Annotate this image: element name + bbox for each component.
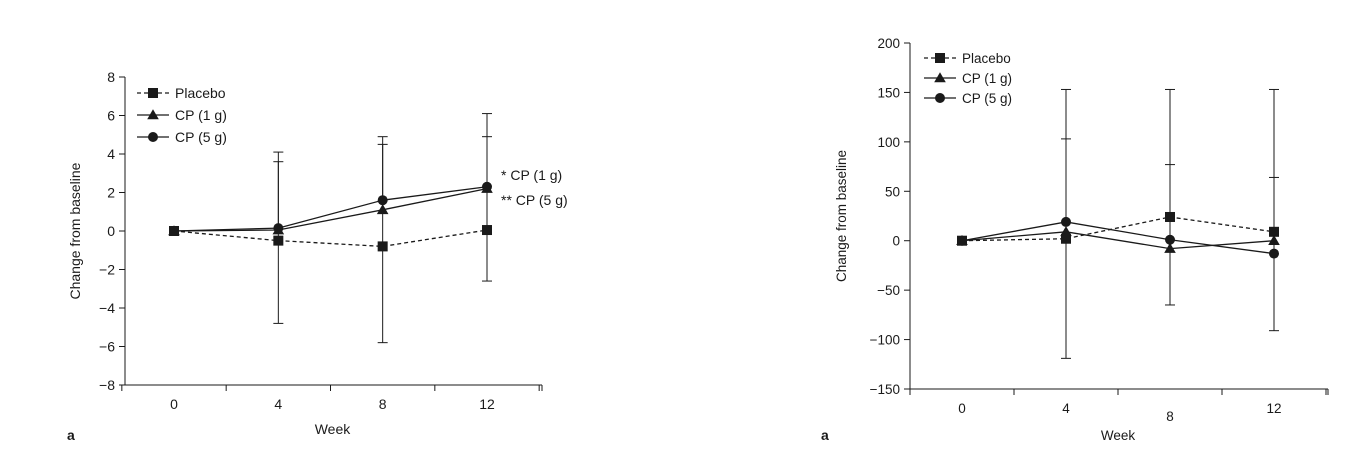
y-tick-label: 100 xyxy=(877,135,900,150)
x-tick-label: 0 xyxy=(958,401,966,416)
legend-label: CP (5 g) xyxy=(175,129,227,145)
series-line-circle xyxy=(961,221,1275,255)
data-point-circle xyxy=(273,223,284,234)
y-tick-label: 2 xyxy=(107,185,115,201)
series-line-triangle xyxy=(173,188,488,232)
data-point-square xyxy=(482,225,492,236)
legend-marker-circle xyxy=(935,93,945,103)
chart-panel-2: −150 −100 −50 0 50 100 150 200 0 4 8 12 Week Change f… xyxy=(821,36,1329,443)
data-point-circle xyxy=(957,235,967,246)
data-point-square xyxy=(1269,226,1279,237)
legend-marker-triangle xyxy=(147,109,159,120)
y-tick-label: 200 xyxy=(877,36,900,51)
x-axis-title: Week xyxy=(315,421,352,437)
y-axis-title: Change from baseline xyxy=(67,162,83,299)
y-tick-label: 50 xyxy=(885,184,900,199)
y-axis-title: Change from baseline xyxy=(834,150,849,282)
y-tick-label: 6 xyxy=(107,108,115,124)
data-point-triangle xyxy=(376,204,389,215)
x-tick-label: 12 xyxy=(479,396,495,412)
legend-marker-triangle xyxy=(934,72,946,83)
x-tick-label: 12 xyxy=(1266,401,1281,416)
y-tick-label: −8 xyxy=(99,377,115,393)
data-point-triangle xyxy=(1164,242,1176,253)
y-tick-label: 8 xyxy=(107,69,115,85)
x-tick-label: 8 xyxy=(379,396,387,412)
x-tick-label: 0 xyxy=(170,396,178,412)
data-point-triangle xyxy=(1060,226,1072,237)
data-point-triangle xyxy=(1268,235,1280,245)
y-tick-label: −2 xyxy=(99,262,115,278)
data-point-circle xyxy=(169,226,179,236)
x-tick-label: 8 xyxy=(1166,409,1174,424)
x-axis-title: Week xyxy=(1101,428,1136,443)
panel-label: a xyxy=(67,427,75,443)
panel-label: a xyxy=(821,427,829,443)
legend-label: CP (1 g) xyxy=(175,107,227,123)
series-line-square xyxy=(173,229,488,248)
legend-label: Placebo xyxy=(175,85,226,101)
significance-annotation: ** CP (5 g) xyxy=(501,192,568,208)
series-line-circle xyxy=(173,186,488,232)
legend-label: CP (1 g) xyxy=(962,71,1012,86)
data-point-circle xyxy=(482,181,492,192)
y-tick-label: 150 xyxy=(877,85,900,100)
y-tick-label: −150 xyxy=(870,382,900,397)
y-tick-label: 4 xyxy=(107,146,115,162)
y-tick-label: −4 xyxy=(99,300,115,316)
data-point-circle xyxy=(1061,216,1071,227)
significance-annotation: * CP (1 g) xyxy=(501,167,562,183)
y-tick-label: −100 xyxy=(870,333,900,348)
legend-marker-circle xyxy=(148,132,158,142)
y-tick-label: −6 xyxy=(99,339,115,355)
data-point-square xyxy=(1165,211,1175,222)
series-line-square xyxy=(961,216,1275,242)
data-point-square xyxy=(1061,233,1071,244)
data-point-square xyxy=(273,235,284,246)
legend-marker-square xyxy=(935,53,945,63)
data-point-circle xyxy=(377,195,388,206)
x-tick-label: 4 xyxy=(274,396,282,412)
chart-panel-1: −8 −6 −4 −2 0 2 4 6 8 0 4 8 12 Week Change from baseli… xyxy=(67,69,568,443)
data-point-square xyxy=(377,241,388,252)
x-tick-label: 4 xyxy=(1062,401,1070,416)
legend-marker-square xyxy=(148,88,158,98)
y-tick-label: −50 xyxy=(877,283,900,298)
series-line-triangle xyxy=(961,231,1275,250)
legend-label: Placebo xyxy=(962,51,1011,66)
data-point-circle xyxy=(1269,248,1279,259)
y-tick-label: 0 xyxy=(892,234,900,249)
data-point-circle xyxy=(1165,234,1175,245)
y-tick-label: 0 xyxy=(107,223,115,239)
legend-label: CP (5 g) xyxy=(962,91,1012,106)
